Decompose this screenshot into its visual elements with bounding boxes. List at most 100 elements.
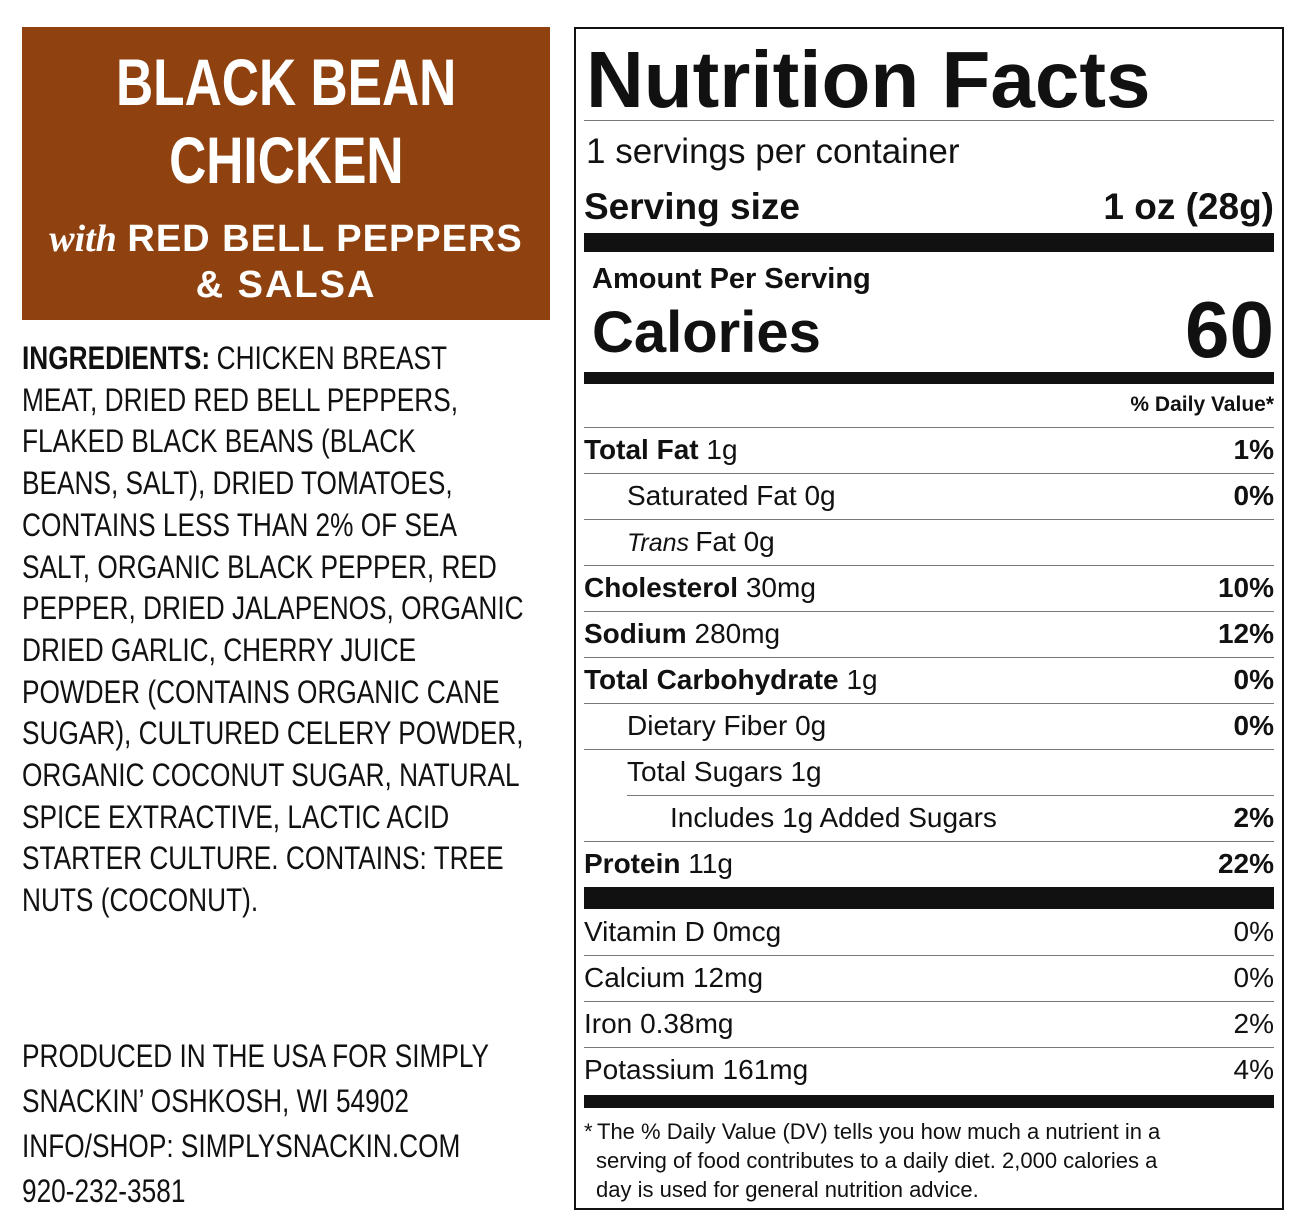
- ingredients-line: SPICE EXTRACTIVE, LACTIC ACID: [22, 797, 543, 837]
- ingredients-text: PEPPER, DRIED JALAPENOS, ORGANIC: [22, 590, 524, 627]
- vitamin-label: Iron 0.38mg: [584, 1005, 733, 1043]
- producer-text: INFO/SHOP: SIMPLYSNACKIN.COM: [22, 1128, 461, 1164]
- ingredients-text: BEANS, SALT), DRIED TOMATOES,: [22, 465, 453, 502]
- nutrient-name: Sodium: [584, 618, 687, 649]
- footnote-line: serving of food contributes to a daily d…: [596, 1148, 1158, 1173]
- serving-size-value: 1 oz (28g): [1103, 186, 1274, 227]
- ingredients-text: SALT, ORGANIC BLACK PEPPER, RED: [22, 548, 497, 585]
- footnote-line: day is used for general nutrition advice…: [596, 1177, 979, 1202]
- row-rule: [584, 611, 1274, 612]
- nutrient-dv: 0%: [1233, 710, 1274, 741]
- ingredients-text: NUTS (COCONUT).: [22, 882, 259, 919]
- nutrient-name: Fat: [695, 526, 736, 557]
- nutrient-amount: 11g: [688, 848, 733, 879]
- vitamin-label: Vitamin D 0mcg: [584, 913, 781, 951]
- nutrient-dv: 22%: [1217, 848, 1274, 879]
- nutrient-name: Total Sugars: [627, 756, 783, 787]
- nutrient-dv: 12%: [1217, 618, 1274, 649]
- nutrient-amount: 0g: [795, 710, 827, 741]
- calories-label: Calories: [592, 300, 821, 365]
- ingredients-text: SPICE EXTRACTIVE, LACTIC ACID: [22, 797, 449, 837]
- amount-per-serving: Amount Per Serving: [592, 263, 871, 295]
- producer-line: INFO/SHOP: SIMPLYSNACKIN.COM: [22, 1126, 557, 1166]
- nutrient-label: Protein 11g: [584, 845, 733, 883]
- ingredients-text: SUGAR), CULTURED CELERY POWDER,: [22, 715, 524, 752]
- ingredients-text: FLAKED BLACK BEANS (BLACK: [22, 421, 416, 461]
- ingredients-text: STARTER CULTURE. CONTAINS: TREE: [22, 840, 504, 877]
- row-rule: [584, 841, 1274, 842]
- ingredients-line: INGREDIENTS: CHICKEN BREAST: [22, 338, 540, 378]
- nutrient-dv: 2%: [1233, 802, 1274, 833]
- nutrient-label: Sodium 280mg: [584, 615, 780, 653]
- producer-line: 920-232-3581: [22, 1171, 221, 1211]
- ingredients-text: POWDER (CONTAINS ORGANIC CANE: [22, 672, 500, 712]
- row-rule: [584, 473, 1274, 474]
- vitamin-amount: 0.38mg: [640, 1008, 734, 1039]
- medium-bar: [584, 1095, 1274, 1108]
- vitamin-name: Calcium: [584, 962, 686, 993]
- ingredients-text: NUTS (COCONUT).: [22, 880, 258, 920]
- nutrient-dv: 0%: [1233, 480, 1274, 511]
- nutrient-name: Total Fat: [584, 434, 699, 465]
- ingredients-line: ORGANIC COCONUT SUGAR, NATURAL: [22, 755, 629, 795]
- nutrient-amount: 30mg: [745, 572, 816, 603]
- producer-text: 920-232-3581: [22, 1173, 186, 1209]
- nutrient-amount: 1g: [706, 434, 738, 465]
- ingredients-line: SUGAR), CULTURED CELERY POWDER,: [22, 713, 634, 753]
- ingredients-text: CONTAINS LESS THAN 2% OF SEA: [22, 505, 457, 545]
- ingredients-text: SPICE EXTRACTIVE, LACTIC ACID: [22, 798, 450, 835]
- ingredients-text: DRIED GARLIC, CHERRY JUICE: [22, 631, 417, 668]
- vitamin-name: Vitamin D: [584, 916, 705, 947]
- nutrient-label: Dietary Fiber 0g: [627, 707, 826, 745]
- nutrient-amount: 280mg: [694, 618, 781, 649]
- footnote-line: The % Daily Value (DV) tells you how muc…: [597, 1119, 1161, 1144]
- ingredients-line: POWDER (CONTAINS ORGANIC CANE: [22, 672, 605, 712]
- row-rule: [584, 427, 1274, 428]
- vitamin-dv: 0%: [1233, 916, 1274, 947]
- nutrient-dv: 1%: [1233, 434, 1274, 465]
- row-rule: [584, 703, 1274, 704]
- dv-header: % Daily Value*: [1130, 393, 1274, 416]
- ingredients-text: ORGANIC COCONUT SUGAR, NATURAL: [22, 755, 520, 795]
- medium-bar: [584, 372, 1274, 384]
- nutrition-panel: [574, 27, 1284, 1210]
- producer-line: SNACKIN’ OSHKOSH, WI 54902: [22, 1081, 494, 1121]
- product-subtitle-prefix: with: [49, 218, 117, 260]
- row-rule: [584, 1001, 1274, 1002]
- ingredients-text: BEANS, SALT), DRIED TOMATOES,: [22, 463, 453, 503]
- ingredients-line: MEAT, DRIED RED BELL PEPPERS,: [22, 380, 554, 420]
- nutrient-dv: 0%: [1233, 664, 1274, 695]
- nutrition-title: Nutrition Facts: [586, 35, 1151, 124]
- nutrient-label: Total Fat 1g: [584, 431, 738, 469]
- footnote-mark: *: [584, 1119, 593, 1144]
- product-title: BLACK BEAN: [115, 45, 457, 119]
- ingredients-line: STARTER CULTURE. CONTAINS: TREE: [22, 838, 609, 878]
- nutrient-label: Cholesterol 30mg: [584, 569, 816, 607]
- ingredients-text: PEPPER, DRIED JALAPENOS, ORGANIC: [22, 588, 524, 628]
- nutrient-dv: 10%: [1217, 572, 1274, 603]
- producer-text: SNACKIN’ OSHKOSH, WI 54902: [22, 1083, 409, 1119]
- vitamin-amount: 161mg: [722, 1054, 809, 1085]
- ingredients-text: SUGAR), CULTURED CELERY POWDER,: [22, 713, 524, 753]
- ingredients-line: SALT, ORGANIC BLACK PEPPER, RED: [22, 547, 601, 587]
- nutrient-amount: 0g: [804, 480, 836, 511]
- nutrient-qualifier: Trans: [627, 529, 690, 557]
- product-subtitle: & SALSA: [195, 264, 377, 306]
- nutrient-name: Includes 1g Added Sugars: [670, 802, 997, 833]
- serving-size-label: Serving size: [584, 186, 800, 227]
- ingredients-line: NUTS (COCONUT).: [22, 880, 310, 920]
- row-rule: [627, 795, 1274, 796]
- nutrient-name: Cholesterol: [584, 572, 739, 603]
- calories-value: 60: [1185, 285, 1274, 374]
- nutrient-amount: 1g: [790, 756, 822, 787]
- ingredients-text: MEAT, DRIED RED BELL PEPPERS,: [22, 381, 458, 418]
- rule: [584, 120, 1274, 121]
- nutrient-amount: 1g: [846, 664, 878, 695]
- vitamin-amount: 12mg: [692, 962, 764, 993]
- producer-line: PRODUCED IN THE USA FOR SIMPLY: [22, 1036, 592, 1076]
- ingredients-text: MEAT, DRIED RED BELL PEPPERS,: [22, 380, 458, 420]
- vitamin-label: Potassium 161mg: [584, 1051, 808, 1089]
- vitamin-name: Potassium: [584, 1054, 715, 1085]
- vitamin-dv: 4%: [1233, 1054, 1274, 1085]
